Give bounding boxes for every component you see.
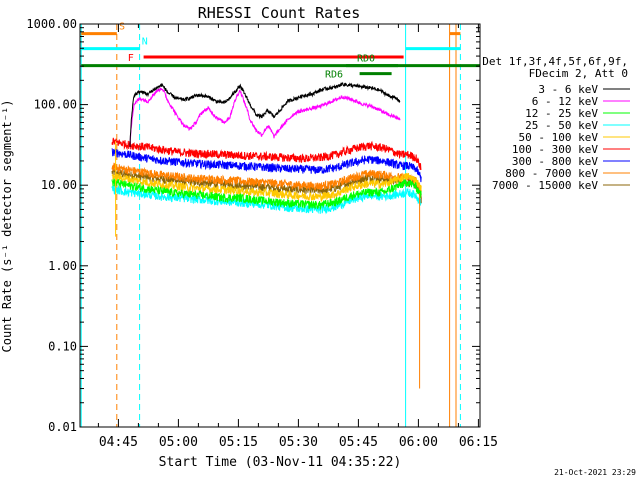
legend-label: 800 - 7000 keV xyxy=(505,167,598,180)
legend-label: 7000 - 15000 keV xyxy=(492,179,598,192)
chart-title: RHESSI Count Rates xyxy=(198,4,361,22)
series-line xyxy=(111,172,422,202)
x-tick-label: 05:30 xyxy=(279,435,318,450)
x-axis-label: Start Time (03-Nov-11 04:35:22) xyxy=(159,455,402,470)
footer-timestamp: 21-Oct-2021 23:29 xyxy=(554,468,636,477)
y-axis-label: Count Rate (s⁻¹ detector segment⁻¹) xyxy=(0,100,14,353)
y-tick-label: 1000.00 xyxy=(26,17,77,31)
legend: Det 1f,3f,4f,5f,6f,9f,FDecim 2, Att 0 3 -… xyxy=(482,55,630,192)
flag-label: RD6 xyxy=(325,70,343,81)
series-line xyxy=(111,178,422,211)
series-line xyxy=(129,87,401,148)
y-tick-label: 1.00 xyxy=(48,259,77,273)
x-tick-label: 04:45 xyxy=(99,435,138,450)
legend-header: Det 1f,3f,4f,5f,6f,9f, xyxy=(482,55,628,68)
legend-label: 25 - 50 keV xyxy=(525,119,598,132)
plot-area: S NF RD0 RD6 xyxy=(80,22,480,427)
flag-label: N xyxy=(142,37,148,48)
flag-label: S xyxy=(119,22,125,33)
flag-label: RD0 xyxy=(357,54,375,65)
y-tick-label: 0.10 xyxy=(48,339,77,353)
legend-label: 3 - 6 keV xyxy=(538,83,598,96)
legend-label: 100 - 300 keV xyxy=(512,143,598,156)
y-tick-label: 100.00 xyxy=(34,98,77,112)
flag-label: F xyxy=(128,53,134,64)
plot-frame xyxy=(79,23,481,428)
legend-label: 6 - 12 keV xyxy=(532,95,599,108)
y-tick-label: 0.01 xyxy=(48,420,77,434)
legend-label: 50 - 100 keV xyxy=(519,131,599,144)
x-tick-label: 05:45 xyxy=(339,435,378,450)
series-line xyxy=(129,81,401,148)
axes: 1000.00 100.00 10.00 1.00 0.10 0.01 04:45 05:00… xyxy=(26,17,498,450)
legend-label: 12 - 25 keV xyxy=(525,107,598,120)
legend-label: 300 - 800 keV xyxy=(512,155,598,168)
x-tick-label: 06:00 xyxy=(399,435,438,450)
series-line xyxy=(111,137,422,171)
x-tick-label: 05:00 xyxy=(159,435,198,450)
y-tick-label: 10.00 xyxy=(41,178,77,192)
series-line xyxy=(111,162,422,195)
series-line xyxy=(111,148,422,183)
legend-header: FDecim 2, Att 0 xyxy=(529,67,628,80)
x-tick-label: 06:15 xyxy=(459,435,498,450)
x-tick-label: 05:15 xyxy=(219,435,258,450)
